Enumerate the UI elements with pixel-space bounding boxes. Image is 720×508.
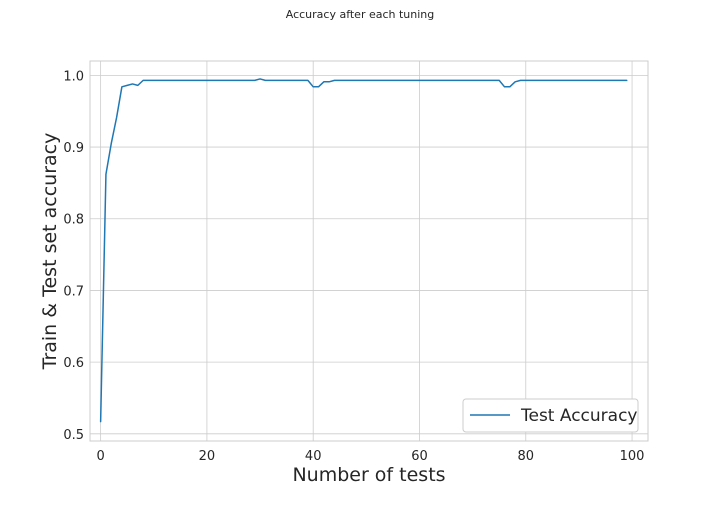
x-tick-label: 0 <box>96 449 104 464</box>
y-tick-label: 0.6 <box>63 356 84 371</box>
x-tick-label: 60 <box>411 449 428 464</box>
plot-area <box>90 61 648 441</box>
y-tick-label: 0.5 <box>63 428 84 443</box>
x-axis-label: Number of tests <box>292 464 445 486</box>
y-tick-label: 0.7 <box>63 284 84 299</box>
chart-title: Accuracy after each tuning <box>286 8 435 21</box>
x-tick-label: 20 <box>199 449 216 464</box>
y-tick-label: 0.9 <box>63 141 84 156</box>
x-tick-label: 80 <box>517 449 534 464</box>
legend: Test Accuracy <box>463 399 638 432</box>
x-tick-label: 100 <box>620 449 645 464</box>
legend-label-test-accuracy: Test Accuracy <box>520 406 638 426</box>
axes-background <box>90 61 648 441</box>
y-tick-label: 0.8 <box>63 213 84 228</box>
y-axis-label: Train & Test set accuracy <box>39 133 61 371</box>
x-tick-label: 40 <box>305 449 322 464</box>
y-tick-label: 1.0 <box>63 69 84 84</box>
